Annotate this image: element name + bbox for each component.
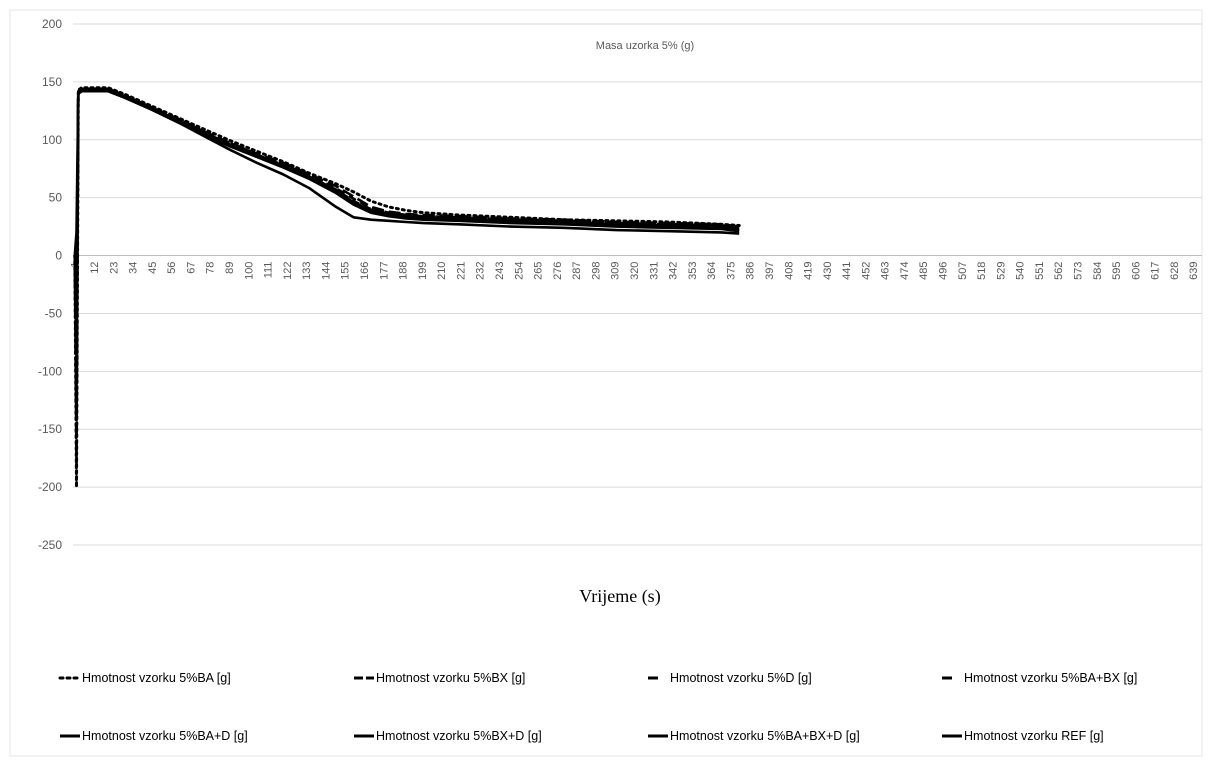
y-tick-label: 0 — [55, 249, 62, 263]
x-tick-label: 67 — [185, 262, 197, 274]
x-tick-label: 430 — [822, 262, 834, 280]
legend-label: Hmotnost vzorku REF [g] — [964, 729, 1104, 743]
y-tick-label: -100 — [38, 364, 62, 378]
x-tick-label: 166 — [359, 262, 371, 280]
y-tick-label: -200 — [38, 480, 62, 494]
x-tick-label: 364 — [706, 262, 718, 280]
x-tick-label: 496 — [938, 262, 950, 280]
x-tick-label: 12 — [89, 262, 101, 274]
x-tick-label: 639 — [1188, 262, 1200, 280]
x-tick-label: 177 — [378, 262, 390, 280]
x-axis-label: Vrijeme (s) — [579, 586, 660, 607]
y-tick-label: -150 — [38, 422, 62, 436]
x-tick-label: 551 — [1034, 262, 1046, 280]
x-tick-label: 298 — [590, 262, 602, 280]
x-tick-label: 595 — [1111, 262, 1123, 280]
x-tick-label: 386 — [745, 262, 757, 280]
x-tick-label: 309 — [610, 262, 622, 280]
x-tick-label: 100 — [243, 262, 255, 280]
legend-label: Hmotnost vzorku 5%BA+BX [g] — [964, 671, 1137, 685]
x-tick-label: 232 — [475, 262, 487, 280]
x-tick-label: 56 — [166, 262, 178, 274]
y-tick-label: -50 — [45, 306, 63, 320]
y-tick-label: 100 — [42, 133, 62, 147]
x-tick-label: 485 — [918, 262, 930, 280]
x-tick-label: 606 — [1130, 262, 1142, 280]
x-tick-label: 507 — [957, 262, 969, 280]
x-tick-label: 144 — [320, 262, 332, 280]
x-tick-label: 529 — [995, 262, 1007, 280]
x-tick-label: 221 — [455, 262, 467, 280]
x-tick-label: 155 — [340, 262, 352, 280]
x-axis: 1 12 23 34 45 56 67 78 89 100 111 122 133 144 155 166 17… — [70, 255, 1202, 280]
x-tick-label: 89 — [224, 262, 236, 274]
legend-label: Hmotnost vzorku 5%BA+D [g] — [82, 729, 248, 743]
x-tick-label: 23 — [108, 262, 120, 274]
x-tick-label: 265 — [533, 262, 545, 280]
y-tick-label: -250 — [38, 538, 62, 552]
x-tick-label: 463 — [880, 262, 892, 280]
x-tick-label: 287 — [571, 262, 583, 280]
legend-label: Hmotnost vzorku 5%BX [g] — [376, 671, 525, 685]
x-tick-label: 584 — [1092, 262, 1104, 280]
x-tick-label: 199 — [417, 262, 429, 280]
x-tick-label: 188 — [398, 262, 410, 280]
y-tick-label: 50 — [49, 191, 63, 205]
x-tick-label: 617 — [1150, 262, 1162, 280]
y-tick-label: 200 — [42, 17, 62, 31]
legend-label: Hmotnost vzorku 5%BX+D [g] — [376, 729, 542, 743]
x-tick-label: 331 — [648, 262, 660, 280]
x-tick-label: 34 — [128, 262, 140, 274]
x-tick-label: 375 — [725, 262, 737, 280]
y-axis-ticks: 200 150 100 50 0 -50 -100 -150 -200 -250 — [38, 17, 62, 552]
x-tick-label: 45 — [147, 262, 159, 274]
x-tick-label: 210 — [436, 262, 448, 280]
x-tick-label: 122 — [282, 262, 294, 280]
x-tick-label: 133 — [301, 262, 313, 280]
x-tick-label: 320 — [629, 262, 641, 280]
legend-label: Hmotnost vzorku 5%BA [g] — [82, 671, 231, 685]
x-tick-label: 342 — [668, 262, 680, 280]
x-tick-label: 474 — [899, 262, 911, 280]
legend: Hmotnost vzorku 5%BA [g] Hmotnost vzorku … — [58, 671, 1137, 743]
y-tick-label: 150 — [42, 75, 62, 89]
x-tick-label: 452 — [860, 262, 872, 280]
legend-label: Hmotnost vzorku 5%BA+BX+D [g] — [670, 729, 860, 743]
x-tick-label: 419 — [803, 262, 815, 280]
series-line — [73, 89, 740, 256]
legend-label: Hmotnost vzorku 5%D [g] — [670, 671, 812, 685]
series-lines — [73, 86, 741, 489]
x-tick-label: 540 — [1015, 262, 1027, 280]
x-tick-label: 397 — [764, 262, 776, 280]
x-tick-label: 111 — [263, 262, 275, 279]
x-tick-label: 628 — [1169, 262, 1181, 280]
x-tick-label: 353 — [687, 262, 699, 280]
x-tick-label: 441 — [841, 262, 853, 280]
x-tick-label: 78 — [205, 262, 217, 274]
chart-title: Masa uzorka 5% (g) — [596, 40, 694, 52]
x-tick-label: 573 — [1073, 262, 1085, 280]
chart-border — [9, 9, 1203, 757]
x-tick-label: 243 — [494, 262, 506, 280]
x-tick-label: 276 — [552, 262, 564, 280]
x-tick-label: 254 — [513, 262, 525, 280]
x-tick-label: 408 — [783, 262, 795, 280]
x-tick-label: 518 — [976, 262, 988, 280]
x-tick-label: 562 — [1053, 262, 1065, 280]
